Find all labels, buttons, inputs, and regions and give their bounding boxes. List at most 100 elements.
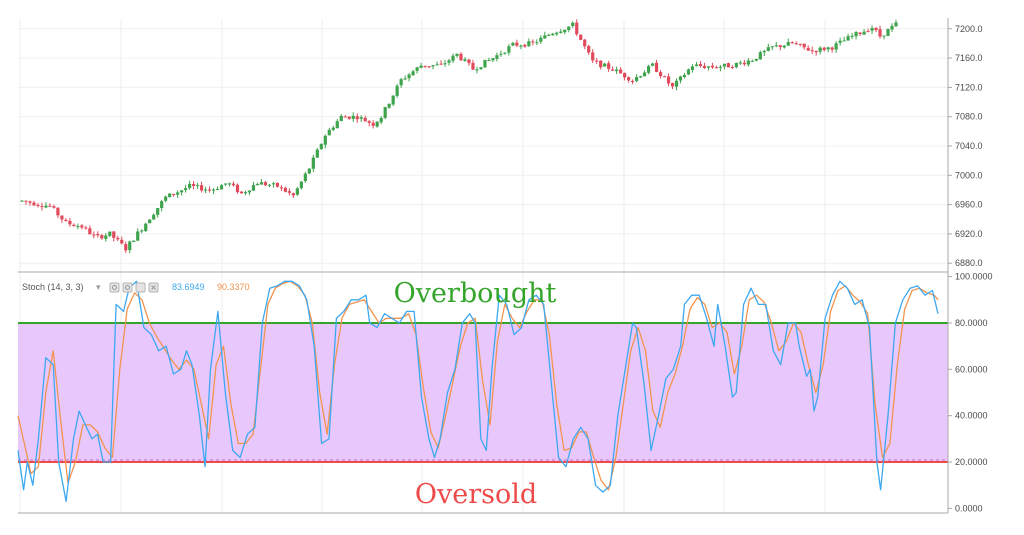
candle [539,35,543,44]
candle [172,193,176,197]
candle-body-up [762,50,766,53]
candle [120,236,124,245]
candle [702,62,707,69]
candle [638,75,643,79]
candle [479,67,483,70]
candle-body-down [619,69,623,74]
candle-body-up [379,117,383,123]
candle [192,181,196,190]
candle [124,241,128,253]
candle-body-up [399,79,403,86]
candle [144,222,148,233]
candle-body-up [295,188,299,195]
candle [463,57,467,62]
candle-body-down [279,187,284,189]
candle [195,182,200,189]
indicator-name: Stoch (14, 3, 3) [22,282,84,292]
candle [599,60,603,70]
candle-body-up [890,25,894,30]
candle [858,32,862,36]
candle-body-down [611,69,615,71]
candle [267,184,272,188]
candle-body-up [44,205,48,208]
candle [379,116,383,125]
candle-body-down [48,205,52,207]
candle-body-down [239,191,244,194]
candle [152,213,156,220]
candle [243,190,248,196]
price-tick-label: 7160.0 [955,53,983,63]
candle-body-down [830,47,834,50]
candle-body-up [854,31,858,37]
candle [168,193,172,198]
candle [32,200,36,207]
candle-body-up [706,66,711,68]
candle-body-up [188,183,192,189]
candle [646,64,651,75]
candle [623,72,627,81]
candle [694,61,699,67]
candle-body-up [846,36,850,41]
candle-body-up [734,62,738,68]
candle-body-up [499,53,503,55]
candlestick-series [20,19,898,254]
candle [211,187,216,195]
candle-body-up [678,76,683,81]
candle-body-down [287,191,291,193]
candle-body-down [427,66,431,68]
candle-body-up [431,65,435,67]
candle-body-up [519,45,523,47]
candle [475,66,479,74]
candle-body-up [271,183,276,185]
candle-body-up [774,45,778,47]
candle-body-up [487,59,491,61]
candle-body-up [136,231,140,241]
candle [802,43,806,50]
candle-body-down [523,44,527,47]
candle-body-up [559,31,563,33]
candle [511,42,515,47]
candle-body-down [116,237,120,240]
candle-body-down [199,185,204,191]
format-icon[interactable] [135,282,146,293]
candle-body-down [347,116,351,119]
stoch-d-line [17,280,939,491]
overbought-label: Overbought [394,278,557,309]
candle-body-up [646,66,651,73]
candle-body-up [435,64,439,66]
candle-body-down [874,27,878,30]
candle [674,78,679,91]
candle [543,31,547,39]
candle-body-up [870,28,874,31]
price-tick-label: 7080.0 [955,112,983,122]
candle [850,32,854,40]
candle-body-down [84,227,88,229]
candle-body-up [259,182,264,185]
candle [826,46,830,53]
candle-body-up [567,26,571,31]
candle [575,19,579,37]
visibility-icon[interactable] [109,282,120,293]
candle [726,62,730,68]
candle [100,233,104,240]
candle-body-up [315,149,319,158]
candle-body-down [124,244,128,251]
candle-body-down [36,205,40,207]
candle [547,33,551,36]
candle [399,77,403,88]
candle [794,41,798,45]
gear-icon[interactable] [122,282,133,293]
candle-body-down [662,76,667,78]
candle-body-up [543,35,547,39]
candle [774,41,778,48]
stoch-k-line [17,280,939,503]
candle-body-up [395,85,399,96]
settings-chevron-icon[interactable]: ▾ [96,282,101,292]
indicator-header[interactable]: Stoch (14, 3, 3) ▾ 83.6949 90.3370 [22,282,250,293]
candle [742,59,746,67]
candle-body-down [866,31,870,33]
candle-body-down [32,202,36,206]
candle-body-down [275,182,280,187]
candle-body-down [583,39,587,47]
candle-body-down [730,66,734,68]
